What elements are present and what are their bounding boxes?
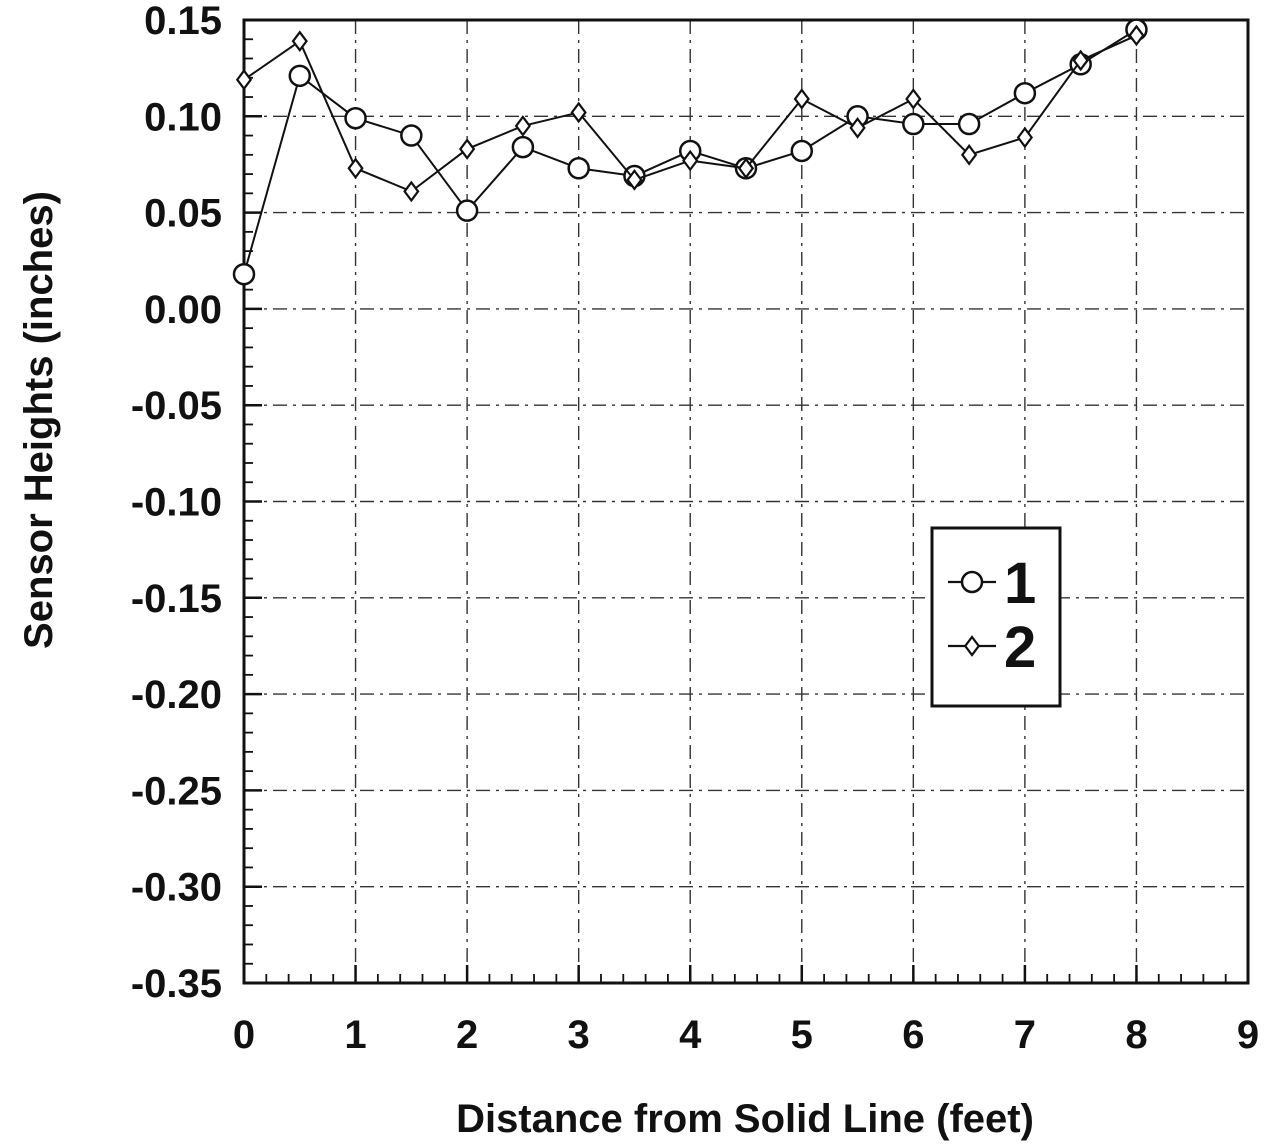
x-axis-title: Distance from Solid Line (feet) — [456, 1097, 1034, 1141]
y-tick-labels: 0.15 0.10 0.05 0.00 -0.05 -0.10 -0.15 -0.20 -0.2… — [131, 0, 222, 1006]
series-2-point — [1072, 49, 1089, 72]
series-1-point — [790, 139, 814, 163]
y-tick-label: 0.10 — [144, 95, 222, 139]
y-tick-label: 0.00 — [144, 288, 222, 332]
x-tick-label: 1 — [344, 1013, 366, 1057]
y-tick-label: -0.15 — [131, 577, 222, 621]
y-tick-label: 0.05 — [144, 192, 222, 236]
x-tick-label: 8 — [1125, 1013, 1147, 1057]
series-1-point — [288, 64, 312, 88]
legend-marker-2 — [963, 635, 981, 657]
y-tick-label: -0.20 — [131, 673, 222, 717]
series-2 — [235, 24, 1145, 203]
series-2-point — [1128, 24, 1145, 47]
series-2-point — [626, 169, 643, 191]
series-2-point — [347, 157, 364, 180]
series-1-point — [511, 135, 535, 159]
legend-box — [930, 526, 1062, 708]
series-1-point — [400, 124, 423, 147]
x-tick-label: 0 — [233, 1013, 255, 1057]
y-axis-title: Sensor Heights (inches) — [17, 191, 61, 649]
y-tick-label: -0.10 — [131, 481, 222, 525]
legend-label-2: 2 — [1004, 615, 1036, 680]
legend-marker-1 — [960, 570, 984, 594]
x-tick-label: 5 — [791, 1013, 813, 1057]
x-tick-label: 7 — [1014, 1013, 1036, 1057]
y-tick-label: -0.30 — [131, 866, 222, 910]
series-2-point — [849, 117, 866, 139]
plot-frame — [242, 18, 1250, 985]
series-2-point — [235, 68, 253, 91]
series-1-point — [344, 106, 367, 130]
series-2-point — [458, 138, 476, 160]
series-1-point — [455, 199, 479, 222]
series-1-point — [957, 112, 981, 136]
legend: 12 — [930, 526, 1062, 708]
series-2-point — [682, 149, 699, 172]
x-tick-label: 6 — [902, 1013, 924, 1057]
series-2-point — [403, 180, 420, 203]
y-tick-label: -0.25 — [131, 769, 222, 813]
series-1-point — [567, 157, 590, 180]
y-tick-label: 0.15 — [144, 0, 222, 43]
series-layer — [232, 18, 1148, 286]
x-tick-labels: 0 1 2 3 4 5 6 7 8 9 — [233, 1013, 1259, 1057]
grid-lines — [244, 20, 1248, 983]
series-2-point — [960, 143, 978, 166]
legend-label-1: 1 — [1004, 551, 1036, 616]
series-1-point — [902, 112, 925, 136]
series-2-point — [1016, 126, 1034, 149]
x-tick-label: 4 — [679, 1013, 702, 1057]
y-tick-label: -0.35 — [131, 962, 222, 1006]
series-2-point — [905, 88, 922, 110]
series-2-point — [570, 101, 587, 124]
series-2-point — [514, 115, 532, 137]
series-2-point — [793, 88, 810, 110]
series-1-point — [232, 262, 256, 286]
x-tick-label: 9 — [1237, 1013, 1259, 1057]
series-2-point — [737, 157, 755, 180]
x-tick-label: 2 — [456, 1013, 478, 1057]
series-2-point — [291, 30, 308, 53]
series-1-point — [1013, 81, 1037, 105]
y-tick-label: -0.05 — [131, 384, 222, 428]
x-tick-label: 3 — [568, 1013, 590, 1057]
